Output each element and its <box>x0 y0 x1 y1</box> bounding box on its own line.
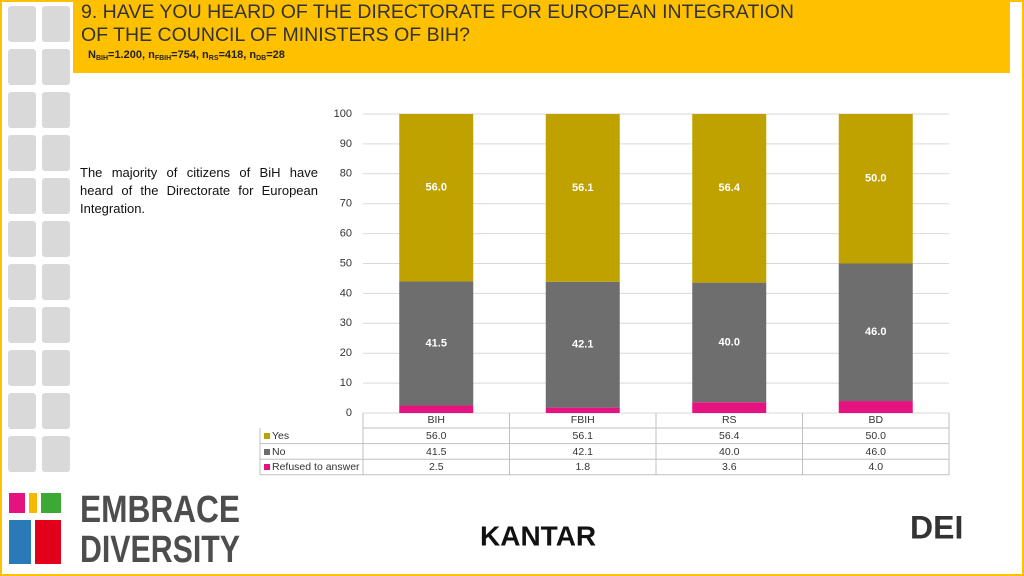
strip-tile <box>8 6 36 42</box>
embrace-logo: EMBRACE DIVERSITY <box>9 489 240 571</box>
legend-label: Refused to answer <box>272 461 360 473</box>
table-cell: 2.5 <box>429 461 444 473</box>
bar-segment <box>399 405 474 413</box>
x-tick-label: BD <box>868 414 883 426</box>
bar-segment <box>838 114 913 264</box>
legend-label: Yes <box>272 430 289 442</box>
strip-tile <box>8 264 36 300</box>
strip-tile <box>42 307 70 343</box>
data-label: 56.4 <box>719 182 741 194</box>
strip-tile <box>42 178 70 214</box>
bar-segment <box>545 281 620 408</box>
strip-tile <box>8 350 36 386</box>
subtitle: NBIH=1.200, nFBIH=754, nRS=418, nDB=28 <box>88 49 285 62</box>
table-cell: 40.0 <box>719 446 740 458</box>
y-tick-label: 80 <box>340 168 352 180</box>
strip-tile <box>42 436 70 472</box>
strip-tile <box>8 393 36 429</box>
logo-strip <box>8 6 70 472</box>
y-tick-label: 0 <box>346 407 352 419</box>
header-bar <box>73 0 1010 73</box>
table-cell: 4.0 <box>868 461 883 473</box>
data-label: 50.0 <box>865 173 886 185</box>
strip-tile <box>8 178 36 214</box>
subtitle-part: N <box>88 49 96 61</box>
data-label: 42.1 <box>572 339 593 351</box>
title-line: 9. HAVE YOU HEARD OF THE DIRECTORATE FOR… <box>81 1 794 46</box>
strip-tile <box>42 135 70 171</box>
table-cell: 3.6 <box>722 461 737 473</box>
legend-swatch <box>264 464 270 470</box>
strip-tile <box>8 92 36 128</box>
y-tick-label: 30 <box>340 317 352 329</box>
subtitle-part: =1.200, n <box>108 49 155 61</box>
strip-tile <box>8 307 36 343</box>
data-label: 41.5 <box>426 337 447 349</box>
strip-tile <box>8 49 36 85</box>
y-tick-label: 50 <box>340 257 352 269</box>
bar-segment <box>692 282 767 403</box>
strip-tile <box>42 221 70 257</box>
bar-segment <box>692 114 767 283</box>
subscript: DB <box>256 55 266 62</box>
table-cell: 1.8 <box>575 461 590 473</box>
table-cell: 41.5 <box>426 446 447 458</box>
strip-tile <box>42 350 70 386</box>
data-label: 56.1 <box>572 182 593 194</box>
strip-tile <box>8 436 36 472</box>
kantar-logo: KANTAR <box>480 520 596 551</box>
data-label: 40.0 <box>719 336 740 348</box>
bar-segment <box>399 281 474 406</box>
strip-tile <box>42 49 70 85</box>
strip-tile <box>42 393 70 429</box>
table-cell: 56.0 <box>426 430 447 442</box>
strip-tile <box>8 221 36 257</box>
bar-segment <box>838 401 913 413</box>
strip-tile <box>8 135 36 171</box>
legend-swatch <box>264 433 270 439</box>
note: The majority of citizens of BiH have hea… <box>80 165 318 216</box>
x-tick-label: BIH <box>427 414 445 426</box>
subtitle-part: =418, n <box>219 49 257 61</box>
data-label: 56.0 <box>426 182 447 194</box>
strip-tile <box>42 6 70 42</box>
title-line-2: OF THE COUNCIL OF MINISTERS OF BIH? <box>81 24 470 46</box>
strip-tile <box>42 264 70 300</box>
bar-segment <box>545 407 620 413</box>
bar-segment <box>545 114 620 282</box>
subtitle-part: =754, n <box>171 49 209 61</box>
bar-segment <box>838 263 913 402</box>
table-cell: 46.0 <box>866 446 887 458</box>
y-tick-label: 100 <box>334 108 352 120</box>
y-tick-label: 60 <box>340 228 352 240</box>
subscript: FBIH <box>155 55 171 62</box>
table-cell: 56.1 <box>573 430 594 442</box>
diversity-text: DIVERSITY <box>80 529 240 571</box>
dei-logo: DEI <box>910 509 963 545</box>
y-tick-label: 90 <box>340 138 352 150</box>
table-cell: 42.1 <box>573 446 594 458</box>
x-tick-label: RS <box>722 414 737 426</box>
subtitle-part: =28 <box>266 49 285 61</box>
bar-segment <box>692 402 767 413</box>
subscript: BIH <box>96 55 108 62</box>
title: 9. HAVE YOU HEARD OF THE DIRECTORATE FOR… <box>81 1 794 23</box>
legend-swatch <box>264 449 270 455</box>
subscript: RS <box>209 55 219 62</box>
y-tick-label: 20 <box>340 347 352 359</box>
data-label: 46.0 <box>865 326 886 338</box>
table-cell: 56.4 <box>719 430 740 442</box>
y-tick-label: 40 <box>340 287 352 299</box>
y-tick-label: 70 <box>340 198 352 210</box>
y-tick-label: 10 <box>340 377 352 389</box>
embrace-text: EMBRACE <box>80 489 240 531</box>
legend-label: No <box>272 446 286 458</box>
table-cell: 50.0 <box>866 430 887 442</box>
bar-segment <box>399 114 474 282</box>
x-tick-label: FBIH <box>571 414 595 426</box>
strip-tile <box>42 92 70 128</box>
